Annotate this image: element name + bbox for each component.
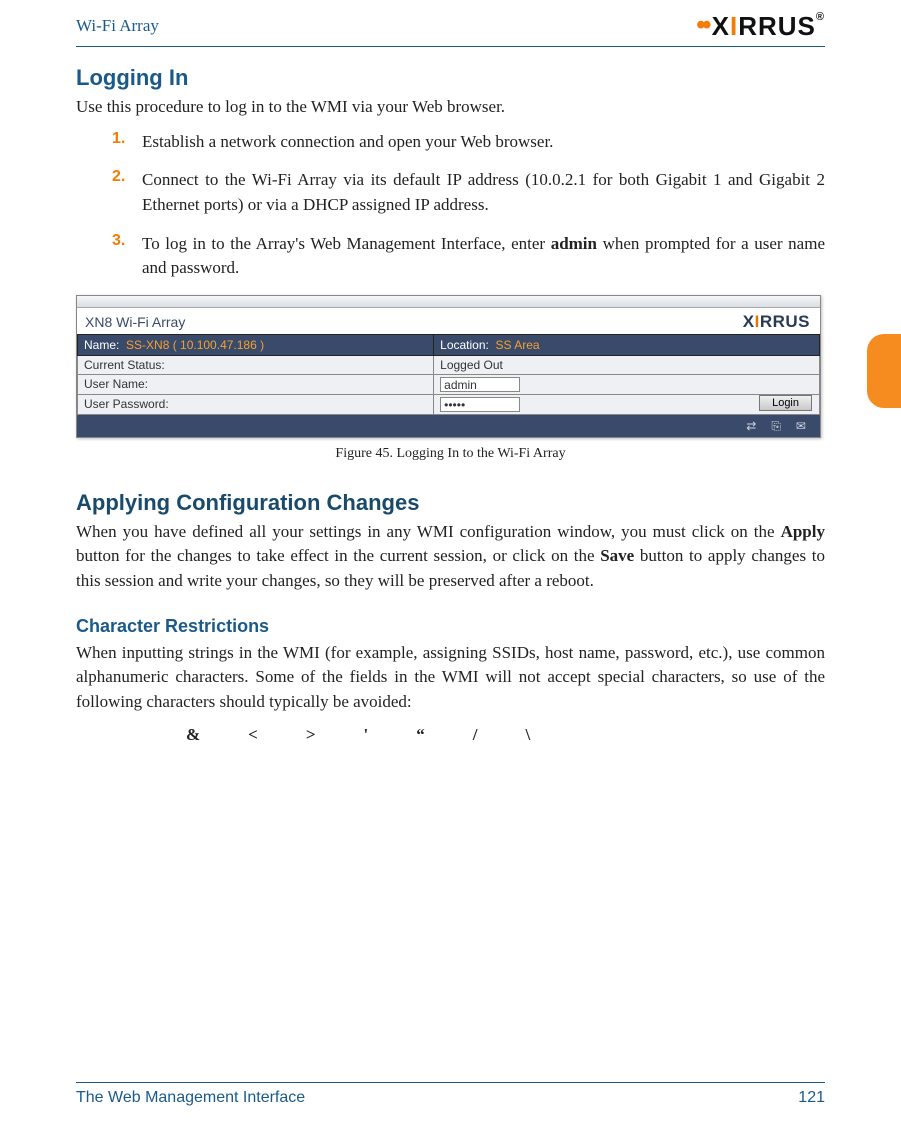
- step-text: To log in to the Array's Web Management …: [142, 232, 825, 281]
- table-row: User Password: •••••: [78, 394, 820, 414]
- char-item: ': [364, 725, 369, 745]
- login-table: Name: SS-XN8 ( 10.100.47.186 ) Location:…: [77, 334, 820, 415]
- location-cell: Location: SS Area: [434, 334, 820, 355]
- username-value-cell: admin: [434, 374, 820, 394]
- page-header: Wi-Fi Array •• XIRRUS®: [76, 10, 825, 47]
- footer-title: The Web Management Interface: [76, 1089, 305, 1107]
- char-item: \: [526, 725, 531, 745]
- password-input[interactable]: •••••: [440, 397, 520, 412]
- step-text: Establish a network connection and open …: [142, 130, 825, 155]
- step-number: 1.: [112, 130, 142, 155]
- char-item: &: [186, 725, 200, 745]
- char-item: /: [473, 725, 478, 745]
- login-button[interactable]: Login: [759, 395, 812, 411]
- product-name: XN8 Wi-Fi Array: [85, 314, 185, 330]
- brand-text: XIRRUS®: [712, 11, 825, 42]
- name-cell: Name: SS-XN8 ( 10.100.47.186 ): [78, 334, 434, 355]
- footer-icons: ⇄ ⎘ ✉: [746, 419, 812, 434]
- login-screenshot: XN8 Wi-Fi Array XIRRUS Name: SS-XN8 ( 10…: [76, 295, 821, 438]
- status-value-cell: Logged Out: [434, 355, 820, 374]
- screenshot-footer: ⇄ ⎘ ✉: [77, 415, 820, 437]
- heading-char-restrictions: Character Restrictions: [76, 616, 825, 637]
- brand-dots-icon: ••: [696, 10, 708, 42]
- step-text: Connect to the Wi-Fi Array via its defau…: [142, 168, 825, 217]
- username-label-cell: User Name:: [78, 374, 434, 394]
- list-item: 1. Establish a network connection and op…: [112, 130, 825, 155]
- step-number: 2.: [112, 168, 142, 217]
- char-item: <: [248, 725, 258, 745]
- list-item: 2. Connect to the Wi-Fi Array via its de…: [112, 168, 825, 217]
- char-item: “: [416, 725, 425, 745]
- screenshot-brand-logo: XIRRUS: [743, 312, 810, 332]
- figure-caption: Figure 45. Logging In to the Wi-Fi Array: [76, 446, 825, 462]
- special-chars-list: & < > ' “ / \: [186, 725, 825, 745]
- list-item: 3. To log in to the Array's Web Manageme…: [112, 232, 825, 281]
- status-label-cell: Current Status:: [78, 355, 434, 374]
- applying-text: When you have defined all your settings …: [76, 520, 825, 594]
- brand-logo: •• XIRRUS®: [696, 10, 825, 42]
- table-row: Current Status: Logged Out: [78, 355, 820, 374]
- page-thumb-tab: [867, 334, 901, 408]
- page-footer: The Web Management Interface 121: [76, 1082, 825, 1107]
- table-row: Name: SS-XN8 ( 10.100.47.186 ) Location:…: [78, 334, 820, 355]
- char-restrictions-text: When inputting strings in the WMI (for e…: [76, 641, 825, 715]
- ordered-list: 1. Establish a network connection and op…: [76, 130, 825, 281]
- screenshot-header: XN8 Wi-Fi Array XIRRUS: [77, 308, 820, 334]
- step-number: 3.: [112, 232, 142, 281]
- window-titlebar: [77, 296, 820, 308]
- heading-applying-changes: Applying Configuration Changes: [76, 490, 825, 516]
- page-number: 121: [798, 1089, 825, 1107]
- password-label-cell: User Password:: [78, 394, 434, 414]
- header-title: Wi-Fi Array: [76, 16, 159, 36]
- username-input[interactable]: admin: [440, 377, 520, 392]
- intro-text: Use this procedure to log in to the WMI …: [76, 95, 825, 120]
- table-row: User Name: admin: [78, 374, 820, 394]
- char-item: >: [306, 725, 316, 745]
- heading-logging-in: Logging In: [76, 65, 825, 91]
